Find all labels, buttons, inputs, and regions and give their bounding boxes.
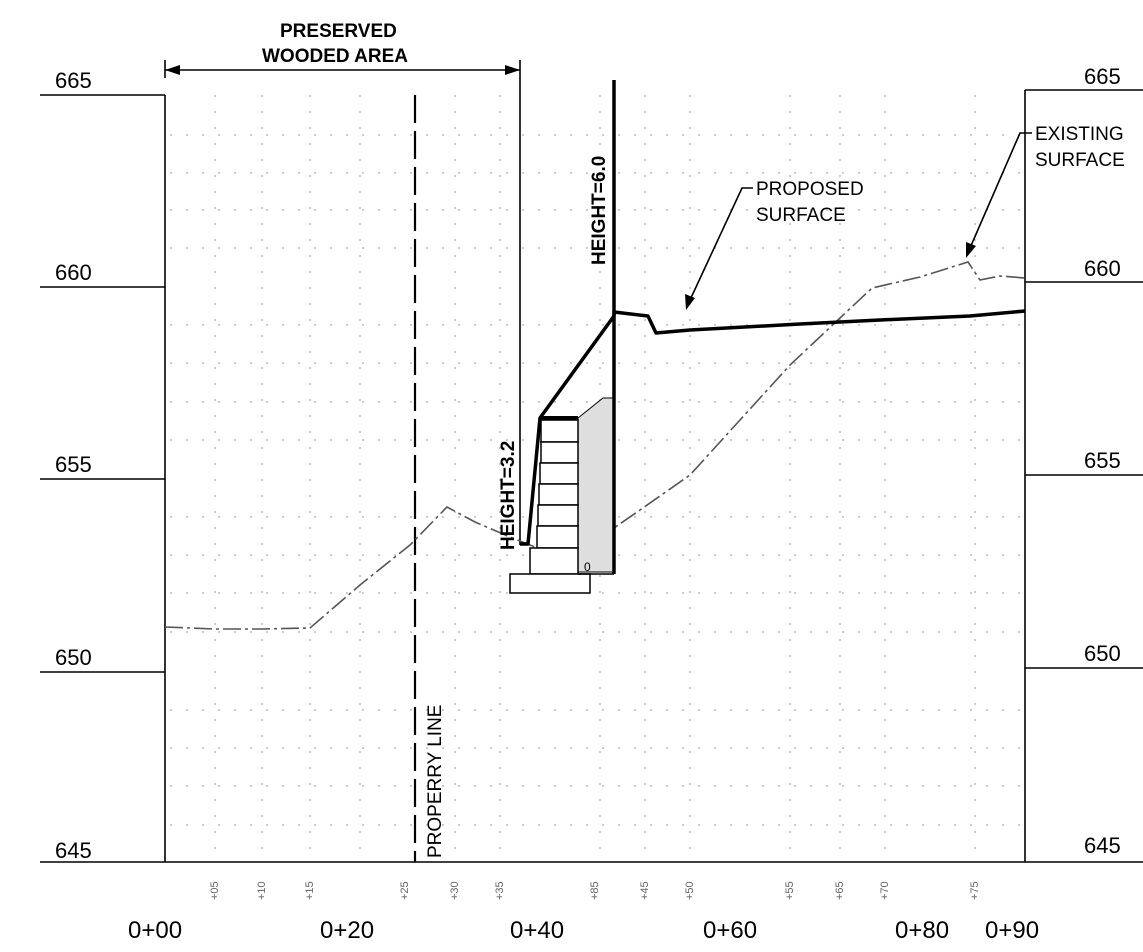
minor-station-label: +45: [639, 881, 651, 900]
minor-station-label: +05: [209, 881, 221, 900]
preserved-area-label-line2: WOODED AREA: [262, 46, 408, 67]
left-elevation-lines: [40, 94, 165, 673]
wall-backfill: [577, 397, 614, 573]
elevation-label-right-655: 655: [1084, 448, 1121, 473]
preserved-area-label-line1: PRESERVED: [280, 21, 397, 42]
proposed-surface-label-line2: SURFACE: [756, 205, 846, 226]
existing-surface-arrowhead: [966, 242, 976, 258]
minor-station-label: +50: [684, 881, 696, 900]
existing-surface-leader: [969, 132, 1032, 249]
minor-station-label: +65: [834, 881, 846, 900]
dimension-arrow-left: [165, 65, 180, 75]
height-lower-label: HEIGHT=3.2: [498, 441, 519, 550]
station-label-0-40: 0+40: [510, 917, 564, 944]
station-label-0-60: 0+60: [703, 917, 757, 944]
proposed-surface-label-line1: PROPOSED: [756, 179, 864, 200]
station-label-0-90: 0+90: [985, 917, 1039, 944]
minor-station-label: +25: [399, 881, 411, 900]
retaining-wall-blocks: [509, 419, 591, 594]
elevation-label-left-655: 655: [55, 452, 92, 477]
elevation-label-right-650: 650: [1084, 641, 1121, 666]
minor-station-label: +15: [304, 881, 316, 900]
preserved-area-dimension: [164, 60, 521, 545]
right-elevation-lines: [1025, 89, 1143, 669]
elevation-label-left-665: 665: [55, 68, 92, 93]
property-line-label: PROPERRY LINE: [425, 705, 446, 858]
station-label-0-80: 0+80: [895, 917, 949, 944]
minor-station-label: +75: [969, 881, 981, 900]
proposed-surface-line: [520, 309, 1026, 546]
proposed-surface-leader: [689, 187, 753, 301]
minor-station-label: +85: [589, 881, 601, 900]
minor-station-label: +55: [784, 881, 796, 900]
elevation-label-left-650: 650: [55, 645, 92, 670]
existing-surface-label-line1: EXISTING: [1035, 124, 1124, 145]
minor-station-label: +10: [256, 881, 268, 900]
proposed-surface-arrowhead: [685, 294, 695, 310]
dimension-arrow-right: [505, 65, 520, 75]
minor-station-label: +30: [449, 881, 461, 900]
minor-station-label: +70: [879, 881, 891, 900]
minor-station-label: +35: [494, 881, 506, 900]
elevation-label-left-660: 660: [55, 260, 92, 285]
elevation-label-right-645: 645: [1084, 833, 1121, 858]
height-upper-label: HEIGHT=6.0: [589, 156, 610, 265]
elevation-label-right-660: 660: [1084, 256, 1121, 281]
existing-surface-line: [164, 261, 1026, 630]
existing-surface-label-line2: SURFACE: [1035, 150, 1125, 171]
station-label-0-20: 0+20: [320, 917, 374, 944]
station-label-0-00: 0+00: [128, 917, 182, 944]
minor-station-labels: +05 +10 +15 +25 +30 +35 +45 +50 +55 +65 …: [209, 881, 981, 900]
elevation-label-right-665: 665: [1084, 64, 1121, 89]
elevation-label-left-645: 645: [55, 838, 92, 863]
wall-small-mark: 0: [584, 560, 591, 574]
